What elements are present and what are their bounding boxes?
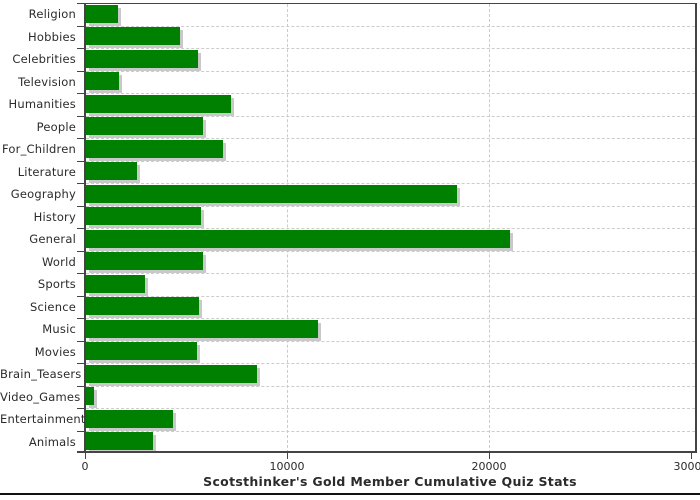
category-tick bbox=[77, 273, 85, 274]
category-tick bbox=[77, 408, 85, 409]
category-label: World bbox=[42, 254, 76, 269]
h-gridline bbox=[86, 385, 695, 387]
category-tick bbox=[77, 250, 85, 252]
h-gridline bbox=[86, 228, 695, 229]
bar-movies bbox=[86, 342, 197, 360]
category-label: Television bbox=[18, 74, 76, 89]
v-gridline bbox=[489, 4, 490, 453]
category-label: Animals bbox=[28, 434, 76, 449]
category-tick bbox=[77, 363, 85, 364]
value-tick bbox=[489, 453, 490, 459]
h-gridline bbox=[86, 250, 695, 252]
bar-animals bbox=[86, 432, 153, 450]
category-tick bbox=[77, 138, 85, 139]
category-tick bbox=[77, 228, 85, 229]
bar-for_children bbox=[86, 139, 223, 158]
bar-celebrities bbox=[86, 49, 198, 68]
category-label: Humanities bbox=[8, 97, 76, 111]
bar-humanities bbox=[86, 94, 231, 113]
category-label: Geography bbox=[10, 187, 76, 201]
h-gridline bbox=[86, 205, 695, 207]
h-gridline bbox=[86, 48, 695, 49]
bar-television bbox=[86, 72, 119, 90]
category-tick bbox=[77, 205, 85, 207]
bar-brain_teasers bbox=[86, 364, 257, 383]
category-label: Music bbox=[42, 322, 76, 336]
h-gridline bbox=[86, 183, 695, 184]
value-tick-label: 20000 bbox=[471, 460, 507, 473]
h-gridline bbox=[86, 340, 695, 342]
category-label: Sports bbox=[37, 277, 76, 291]
category-tick bbox=[77, 340, 85, 342]
category-label: Hobbies bbox=[28, 29, 76, 44]
bottom-border-line bbox=[0, 493, 700, 495]
h-gridline bbox=[86, 25, 695, 27]
bar-world bbox=[86, 252, 203, 270]
category-label: Literature bbox=[17, 164, 76, 179]
category-label: People bbox=[36, 119, 76, 134]
category-tick bbox=[77, 160, 85, 162]
category-label: Movies bbox=[34, 344, 76, 359]
category-label: History bbox=[33, 209, 76, 224]
h-gridline bbox=[86, 115, 695, 117]
value-tick-label: 0 bbox=[81, 460, 89, 473]
category-tick bbox=[77, 48, 85, 49]
value-tick bbox=[85, 453, 86, 459]
category-label: Science bbox=[30, 299, 76, 314]
bar-people bbox=[86, 117, 203, 135]
category-tick bbox=[77, 430, 85, 432]
plot-border-top bbox=[77, 3, 697, 4]
value-tick-label: 10000 bbox=[269, 460, 305, 473]
category-tick bbox=[77, 385, 85, 387]
h-gridline bbox=[86, 273, 695, 274]
category-label: Video_Games bbox=[0, 389, 81, 404]
value-tick bbox=[287, 453, 288, 459]
h-gridline bbox=[86, 408, 695, 409]
bar-religion bbox=[86, 4, 118, 23]
h-gridline bbox=[86, 363, 695, 364]
category-label: For_Children bbox=[2, 142, 76, 156]
h-gridline bbox=[86, 160, 695, 162]
category-tick bbox=[77, 70, 85, 72]
category-tick bbox=[77, 25, 85, 27]
bar-sports bbox=[86, 274, 145, 293]
bar-literature bbox=[86, 162, 137, 180]
category-tick bbox=[77, 318, 85, 319]
category-label: Celebrities bbox=[12, 52, 76, 66]
category-tick bbox=[77, 183, 85, 184]
h-gridline bbox=[86, 70, 695, 72]
h-gridline bbox=[86, 430, 695, 432]
bar-video_games bbox=[86, 387, 94, 405]
category-tick bbox=[77, 3, 85, 4]
h-gridline bbox=[86, 138, 695, 139]
y-axis-line bbox=[84, 3, 86, 453]
x-axis-line bbox=[77, 451, 697, 453]
h-gridline bbox=[86, 295, 695, 297]
bar-science bbox=[86, 297, 199, 315]
h-gridline bbox=[86, 318, 695, 319]
category-label: Entertainment bbox=[0, 412, 86, 426]
category-label: Religion bbox=[28, 7, 76, 21]
bar-history bbox=[86, 207, 201, 225]
category-tick bbox=[77, 295, 85, 297]
category-label: General bbox=[29, 232, 76, 246]
value-tick-label: 30000 bbox=[673, 460, 700, 473]
bar-geography bbox=[86, 184, 457, 203]
bar-music bbox=[86, 319, 318, 338]
category-tick bbox=[77, 115, 85, 117]
value-tick bbox=[691, 453, 692, 459]
v-gridline bbox=[287, 4, 288, 453]
category-tick bbox=[77, 93, 85, 94]
h-gridline bbox=[86, 93, 695, 94]
bar-entertainment bbox=[86, 409, 173, 428]
plot-border-right bbox=[695, 3, 697, 453]
bar-hobbies bbox=[86, 27, 180, 45]
category-label: Brain_Teasers bbox=[0, 367, 82, 381]
chart-title: Scotsthinker's Gold Member Cumulative Qu… bbox=[203, 474, 577, 489]
bar-general bbox=[86, 229, 510, 248]
